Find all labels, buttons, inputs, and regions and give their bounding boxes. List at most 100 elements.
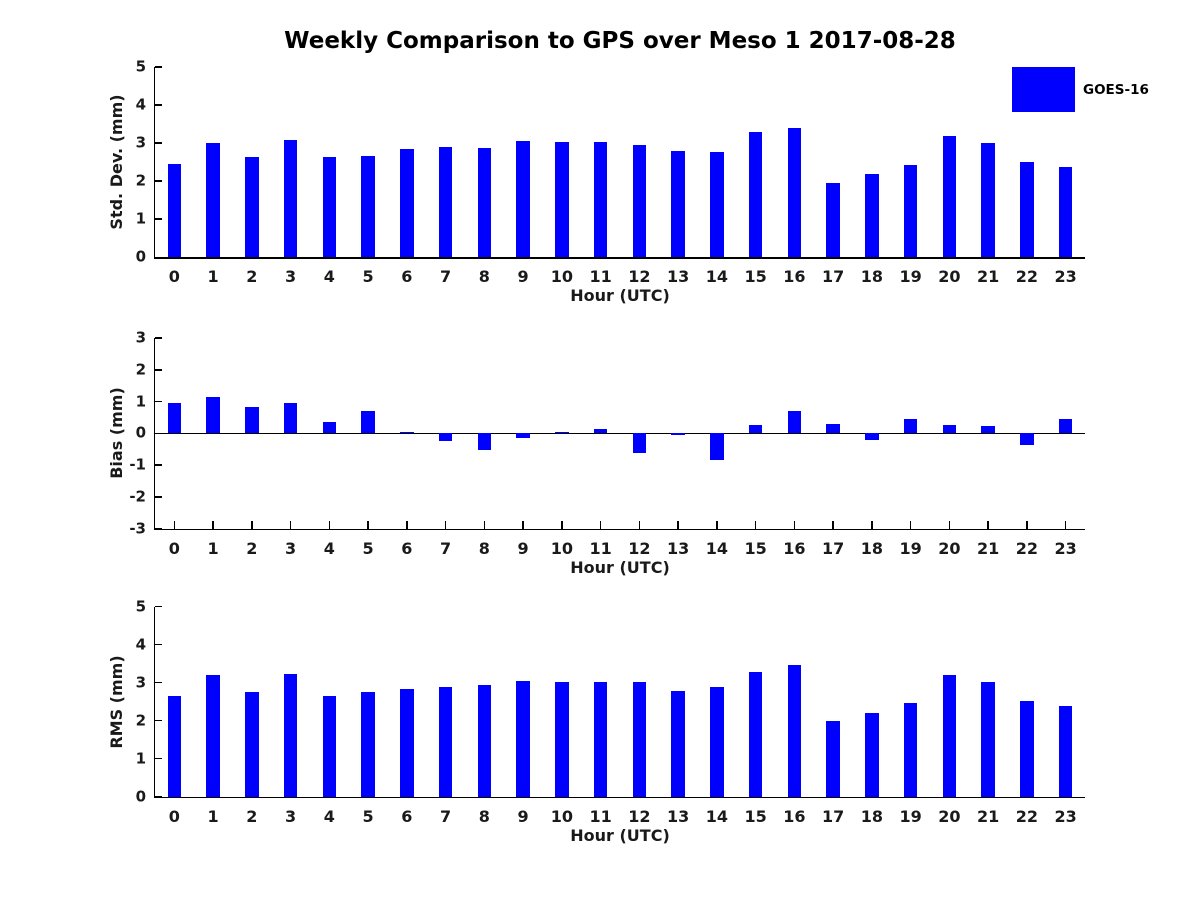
x-tick [328, 520, 331, 529]
x-tick-label: 10 [550, 267, 574, 287]
x-tick-label: 13 [666, 806, 690, 826]
x-tick-label: 23 [1054, 267, 1077, 287]
x-tick-label: 23 [1054, 538, 1077, 558]
bar-bias-h12 [632, 433, 647, 454]
x-tick [561, 249, 563, 258]
x-tick [367, 520, 369, 529]
bar-bias-h23 [1058, 419, 1073, 434]
y-tick-label: 3 [135, 133, 146, 152]
bar-std-dev-h14 [710, 151, 724, 258]
y-tick [155, 66, 162, 68]
bar-std-dev-h4 [322, 157, 337, 258]
x-tick [212, 249, 214, 258]
y-tick-label: 0 [135, 787, 146, 806]
x-tick-label: 1 [207, 538, 219, 558]
bar-bias-h0 [167, 402, 182, 434]
x-tick-label: 9 [517, 538, 529, 558]
x-tick-label: 19 [899, 806, 922, 826]
y-tick-label: 0 [135, 423, 146, 442]
x-tick-label: 2 [246, 538, 258, 558]
bar-rms-h19 [903, 703, 918, 797]
bar-rms-h22 [1020, 700, 1034, 797]
bar-rms-h1 [206, 675, 220, 797]
bar-bias-h9 [516, 433, 530, 439]
x-tick-label: 12 [628, 267, 651, 287]
x-tick-label: 19 [899, 267, 922, 287]
x-tick [289, 520, 292, 529]
x-tick [948, 788, 951, 797]
bar-rms-h5 [361, 691, 375, 797]
legend-label-goes16: GOES-16 [1083, 81, 1149, 98]
y-tick [155, 180, 162, 182]
x-tick [561, 520, 563, 529]
y-tick [155, 643, 162, 646]
y-axis-spine [153, 338, 155, 531]
bar-std-dev-h20 [942, 135, 957, 258]
bar-bias-h3 [283, 402, 298, 434]
x-tick [754, 520, 757, 529]
y-tick [155, 795, 162, 798]
x-tick-label: 1 [207, 267, 219, 287]
y-tick-label: 0 [135, 247, 146, 266]
x-tick-label: 3 [285, 538, 297, 558]
y-axis-spine [153, 606, 155, 799]
y-tick-label: 2 [135, 711, 146, 730]
x-tick [716, 520, 718, 529]
bar-std-dev-h11 [593, 141, 608, 258]
x-tick-label: 15 [744, 806, 767, 826]
y-tick [155, 496, 162, 498]
bar-bias-h7 [438, 433, 453, 442]
bar-bias-h1 [206, 396, 220, 434]
x-axis-label: Hour (UTC) [570, 557, 670, 577]
bar-bias-h19 [903, 419, 918, 434]
bar-rms-h16 [787, 665, 802, 797]
bar-rms-h11 [593, 681, 608, 797]
x-tick-label: 14 [705, 806, 729, 826]
bar-std-dev-h15 [748, 132, 763, 258]
y-tick-label: -3 [129, 519, 146, 538]
x-tick-label: 4 [323, 806, 335, 826]
bar-rms-h12 [632, 681, 647, 797]
x-tick [1064, 520, 1067, 529]
x-tick [173, 520, 176, 529]
x-tick-label: 11 [589, 538, 612, 558]
y-tick [155, 527, 162, 530]
x-tick-label: 0 [168, 806, 180, 826]
y-tick-label: 1 [135, 209, 146, 228]
y-tick [155, 681, 162, 684]
x-axis-spine [153, 528, 1085, 531]
x-tick [793, 520, 796, 529]
x-tick [406, 249, 408, 258]
x-tick-label: 14 [705, 267, 729, 287]
x-tick-label: 5 [362, 267, 374, 287]
x-tick [328, 788, 331, 797]
bar-bias-h17 [826, 423, 840, 434]
x-axis-label: Hour (UTC) [570, 825, 670, 845]
x-tick-label: 3 [285, 267, 297, 287]
bar-bias-h22 [1020, 433, 1034, 446]
bar-std-dev-h6 [400, 149, 414, 258]
bar-rms-h18 [865, 712, 879, 797]
bar-rms-h14 [710, 687, 724, 797]
x-tick-label: 22 [1015, 806, 1039, 826]
x-tick-label: 12 [628, 806, 651, 826]
x-tick-label: 12 [628, 538, 651, 558]
x-tick-label: 7 [440, 267, 452, 287]
bar-std-dev-h9 [516, 141, 530, 258]
legend-swatch-goes16 [1012, 67, 1075, 112]
x-tick-label: 14 [705, 538, 729, 558]
bar-bias-h10 [555, 431, 569, 434]
x-tick-label: 17 [821, 267, 845, 287]
x-tick [832, 788, 834, 797]
x-tick [832, 249, 834, 258]
bar-rms-h9 [516, 680, 530, 797]
x-tick-label: 3 [285, 806, 297, 826]
x-tick-label: 0 [168, 267, 180, 287]
bar-bias-h18 [865, 433, 879, 440]
bar-bias-h11 [593, 429, 608, 434]
x-tick-label: 20 [938, 267, 961, 287]
bar-std-dev-h23 [1058, 167, 1073, 258]
x-tick-label: 9 [517, 267, 529, 287]
